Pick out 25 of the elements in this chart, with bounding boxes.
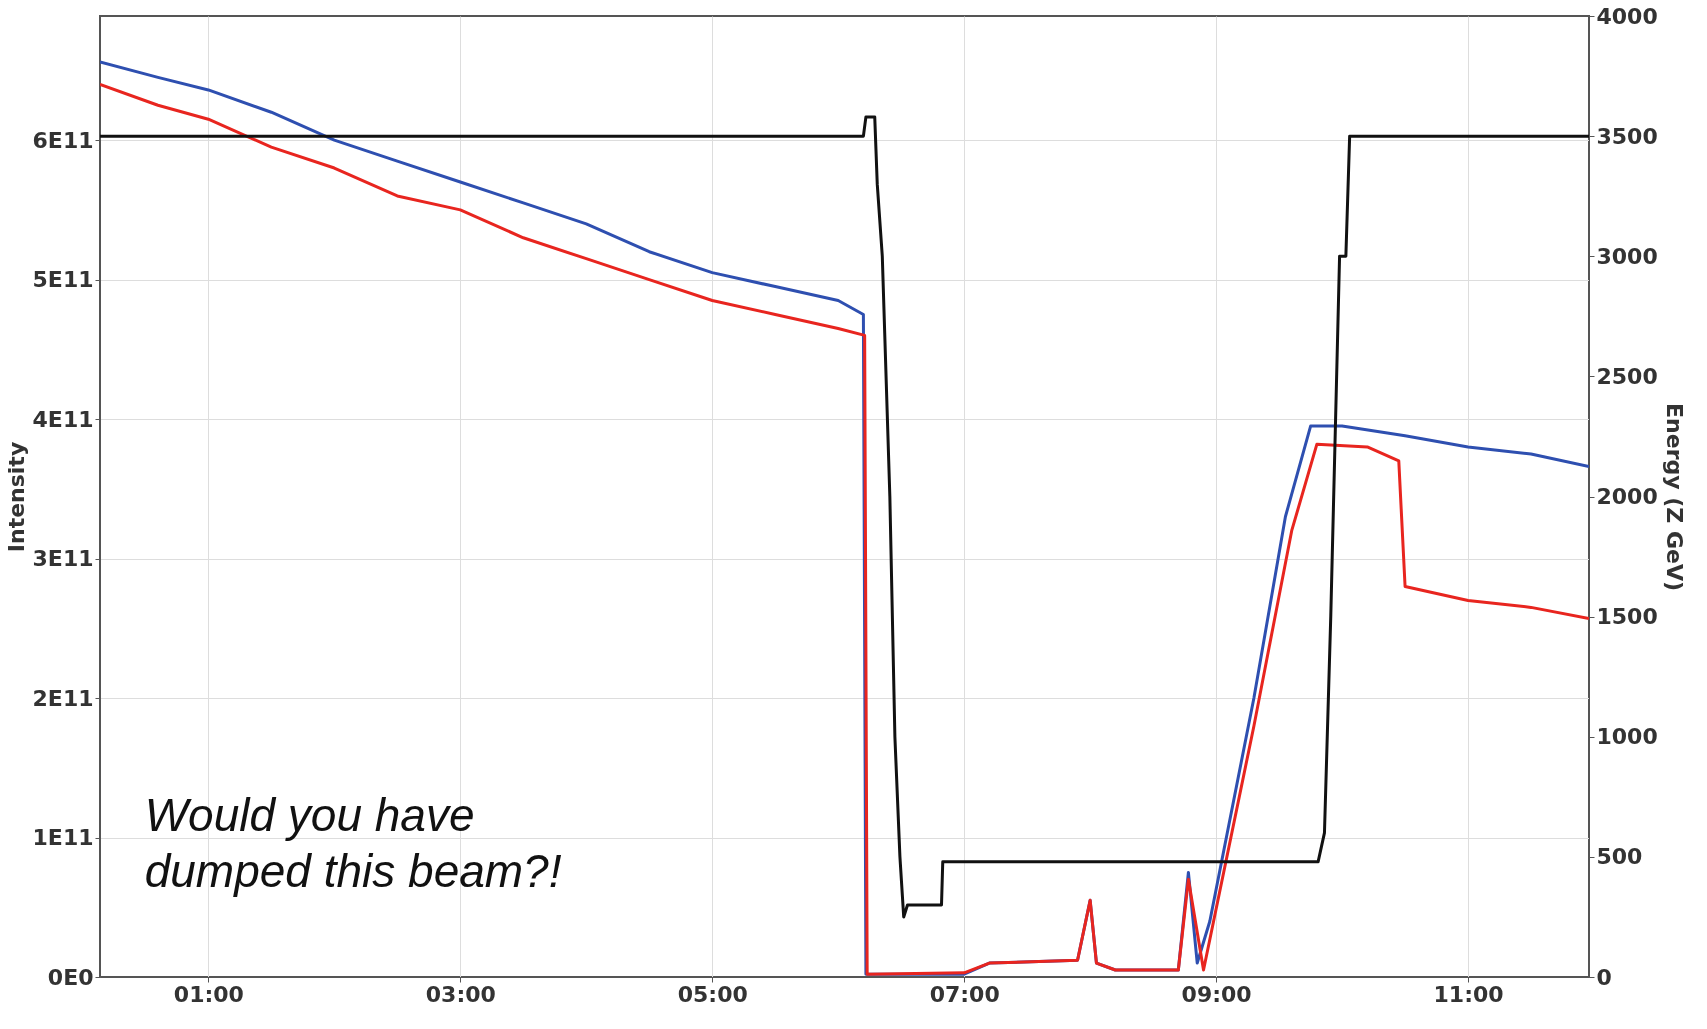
y2-tick-label: 2500 [1596, 363, 1658, 389]
y-axis-title: Intensity [3, 441, 29, 553]
y2-tick-label: 500 [1596, 844, 1643, 870]
y-tick-label: 2E11 [32, 685, 94, 711]
y-tick-label: 3E11 [32, 546, 94, 572]
y-tick-label: 0E0 [47, 964, 94, 990]
y2-tick-label: 1000 [1596, 724, 1658, 750]
y2-tick-label: 4000 [1596, 3, 1658, 29]
y-tick-label: 1E11 [32, 825, 94, 851]
x-tick-label: 09:00 [1181, 981, 1252, 1007]
y2-tick-label: 1500 [1596, 604, 1658, 630]
x-tick-label: 07:00 [929, 981, 1000, 1007]
y2-tick-label: 3500 [1596, 123, 1658, 149]
y-tick-label: 4E11 [32, 406, 94, 432]
annotation: Would you have dumped this beam?! [144, 789, 562, 898]
x-tick-label: 03:00 [425, 981, 496, 1007]
x-tick-label: 11:00 [1433, 981, 1504, 1007]
y-tick-label: 6E11 [32, 127, 94, 153]
y2-axis-title: Energy (Z GeV) [1661, 403, 1687, 591]
y2-tick-label: 2000 [1596, 484, 1658, 509]
x-tick-label: 05:00 [677, 981, 748, 1007]
y2-tick-label: 3000 [1596, 243, 1658, 269]
x-tick-label: 01:00 [173, 981, 244, 1007]
y-tick-label: 5E11 [32, 267, 94, 293]
y2-tick-label: 0 [1596, 964, 1612, 990]
